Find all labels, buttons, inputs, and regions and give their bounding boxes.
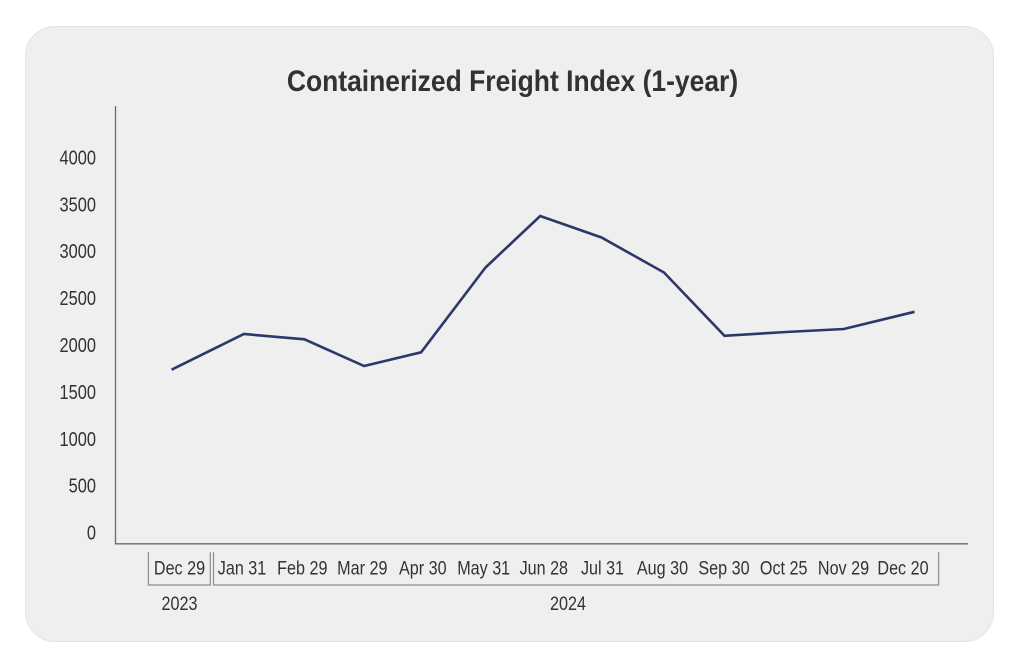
svg-text:2500: 2500 xyxy=(60,287,96,310)
svg-text:3000: 3000 xyxy=(60,240,96,263)
svg-text:1500: 1500 xyxy=(60,380,96,403)
svg-text:Dec 29: Dec 29 xyxy=(154,557,205,579)
svg-text:Mar 29: Mar 29 xyxy=(337,557,387,579)
svg-text:Dec 20: Dec 20 xyxy=(877,557,928,579)
svg-text:Containerized Freight Index (1: Containerized Freight Index (1-year) xyxy=(287,65,738,98)
svg-text:0: 0 xyxy=(87,521,96,544)
svg-text:Jan 31: Jan 31 xyxy=(218,557,266,579)
svg-text:Feb 29: Feb 29 xyxy=(277,557,327,579)
svg-text:2023: 2023 xyxy=(162,593,198,615)
svg-text:Jul 31: Jul 31 xyxy=(581,557,624,579)
svg-text:2024: 2024 xyxy=(550,593,586,615)
svg-text:3500: 3500 xyxy=(60,193,96,216)
svg-text:4000: 4000 xyxy=(60,146,96,169)
svg-text:Oct 25: Oct 25 xyxy=(760,557,808,579)
svg-text:May 31: May 31 xyxy=(457,557,510,579)
svg-text:Nov 29: Nov 29 xyxy=(818,557,869,579)
svg-text:Sep 30: Sep 30 xyxy=(698,557,749,579)
svg-text:Jun 28: Jun 28 xyxy=(520,557,569,579)
svg-text:500: 500 xyxy=(69,474,96,497)
svg-text:Apr 30: Apr 30 xyxy=(399,557,447,579)
svg-text:Aug 30: Aug 30 xyxy=(637,557,688,579)
svg-text:1000: 1000 xyxy=(60,427,96,450)
svg-text:2000: 2000 xyxy=(60,333,96,356)
